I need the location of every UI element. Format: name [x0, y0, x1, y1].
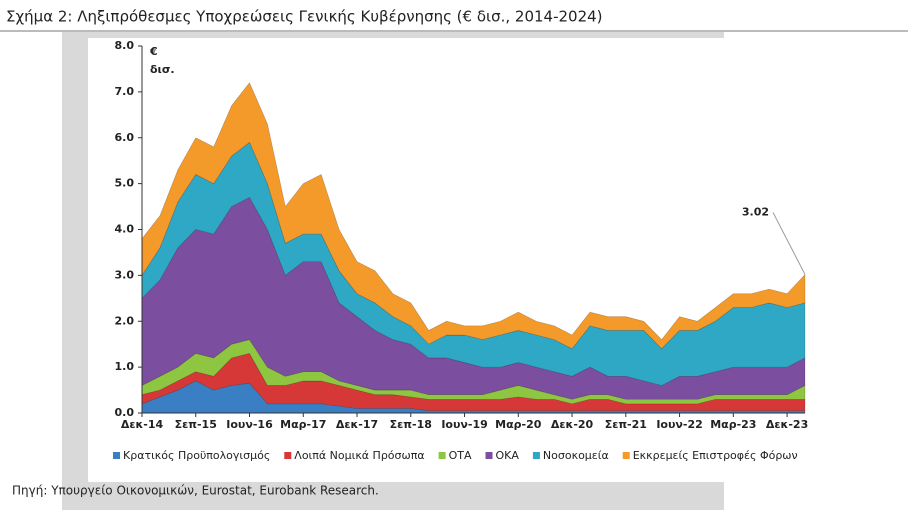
y-tick-label: 8.0: [115, 39, 135, 52]
y-tick-label: 3.0: [115, 268, 135, 281]
source: Πηγή: Υπουργείο Οικονομικών, Eurostat, E…: [12, 484, 379, 498]
x-tick-label: Ιουν-19: [441, 418, 487, 431]
y-tick-label: 6.0: [115, 131, 135, 144]
legend-label: Κρατικός Προϋπολογισμός: [123, 449, 270, 462]
legend-swatch: [113, 452, 120, 459]
legend-swatch: [622, 452, 630, 459]
x-tick-label: Δεκ-20: [551, 418, 594, 431]
annotation-line: [772, 212, 806, 275]
x-tick-label: Σεπ-21: [605, 418, 647, 431]
legend-swatch: [284, 452, 292, 459]
x-tick-label: Σεπ-18: [390, 418, 432, 431]
y-tick-label: 1.0: [115, 360, 135, 373]
x-tick-label: Ιουν-22: [656, 418, 702, 431]
legend-swatch: [485, 452, 493, 459]
legend-label: ΟΚΑ: [496, 449, 520, 462]
y-label: δισ.: [150, 63, 175, 76]
legend-label: ΟΤΑ: [449, 449, 472, 462]
x-tick-label: Μαρ-20: [495, 418, 542, 431]
area: [141, 141, 806, 386]
area: [141, 353, 806, 412]
legend-swatch: [532, 452, 540, 459]
area: [141, 339, 806, 405]
chart-title: Σχήμα 2: Ληξιπρόθεσμες Υποχρεώσεις Γενικ…: [6, 8, 603, 26]
y-tick-label: 0.0: [115, 406, 135, 419]
legend-label: Εκκρεμείς Επιστροφές Φόρων: [633, 449, 798, 462]
x-tick-label: Δεκ-17: [336, 418, 378, 431]
area: [141, 196, 806, 400]
x-tick-label: Μαρ-17: [280, 418, 326, 431]
x-tick-label: Σεπ-15: [175, 418, 217, 431]
y-tick-label: 2.0: [115, 314, 135, 327]
annotation: 3.02: [742, 205, 769, 218]
legend-swatch: [438, 452, 446, 459]
x-tick-label: Δεκ-14: [121, 418, 164, 431]
y-tick-label: 5.0: [115, 177, 135, 190]
legend-label: Νοσοκομεία: [543, 449, 609, 462]
x-tick-label: Ιουν-16: [226, 418, 273, 431]
area: [141, 82, 806, 350]
y-tick-label: 4.0: [115, 223, 135, 236]
legend-label: Λοιπά Νομικά Πρόσωπα: [294, 449, 424, 462]
y-tick-label: 7.0: [115, 85, 135, 98]
x-tick-label: Μαρ-23: [710, 418, 756, 431]
x-tick-label: Δεκ-23: [766, 418, 808, 431]
y-label: €: [149, 45, 158, 58]
